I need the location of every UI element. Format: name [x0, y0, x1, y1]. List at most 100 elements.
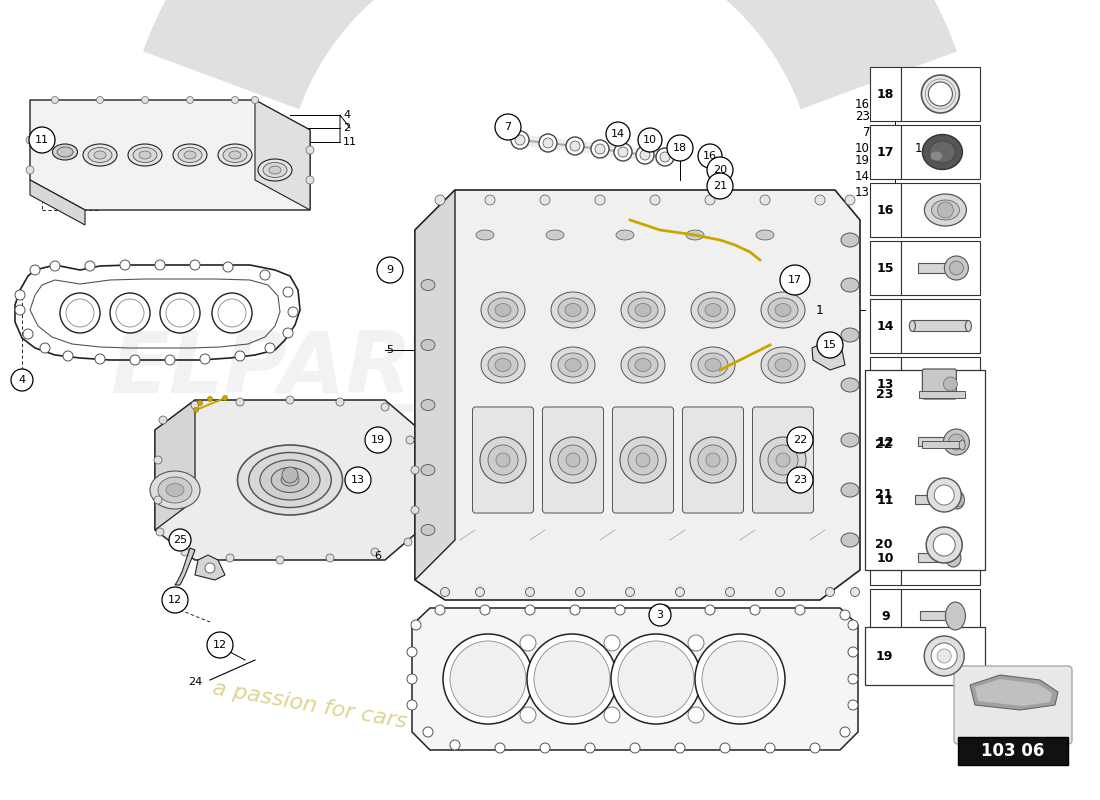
Ellipse shape: [481, 347, 525, 383]
Circle shape: [656, 148, 674, 166]
Text: 17: 17: [877, 146, 894, 158]
Circle shape: [595, 195, 605, 205]
Ellipse shape: [551, 347, 595, 383]
Ellipse shape: [184, 151, 196, 159]
Circle shape: [488, 445, 518, 475]
Text: 18: 18: [673, 143, 688, 153]
Ellipse shape: [959, 440, 965, 450]
Circle shape: [485, 195, 495, 205]
Ellipse shape: [691, 292, 735, 328]
Ellipse shape: [756, 230, 774, 240]
Circle shape: [434, 195, 446, 205]
Circle shape: [848, 647, 858, 657]
Bar: [921, 611, 953, 620]
Circle shape: [626, 587, 635, 597]
Text: 20: 20: [713, 165, 727, 175]
Circle shape: [539, 134, 557, 152]
Circle shape: [720, 743, 730, 753]
Circle shape: [840, 610, 850, 620]
Circle shape: [450, 740, 460, 750]
Ellipse shape: [558, 298, 589, 322]
Ellipse shape: [691, 347, 735, 383]
Polygon shape: [30, 180, 85, 225]
Circle shape: [815, 195, 825, 205]
Text: 16: 16: [703, 151, 717, 161]
Circle shape: [85, 261, 95, 271]
Circle shape: [575, 587, 584, 597]
Circle shape: [810, 743, 820, 753]
Circle shape: [377, 257, 403, 283]
Ellipse shape: [761, 292, 805, 328]
Ellipse shape: [616, 230, 634, 240]
Bar: [870, 183, 901, 237]
Circle shape: [156, 528, 164, 536]
Circle shape: [934, 485, 954, 505]
FancyBboxPatch shape: [473, 407, 534, 513]
Circle shape: [636, 453, 650, 467]
Circle shape: [222, 395, 228, 401]
Bar: [901, 67, 980, 121]
Ellipse shape: [551, 292, 595, 328]
Ellipse shape: [495, 303, 512, 317]
Circle shape: [604, 635, 620, 651]
Circle shape: [620, 437, 666, 483]
Circle shape: [411, 506, 419, 514]
Ellipse shape: [150, 471, 200, 509]
Polygon shape: [415, 190, 860, 600]
Polygon shape: [412, 608, 858, 750]
Bar: [901, 125, 980, 179]
Circle shape: [534, 641, 611, 717]
Circle shape: [566, 137, 584, 155]
Circle shape: [702, 641, 778, 717]
Circle shape: [650, 195, 660, 205]
Ellipse shape: [229, 151, 241, 159]
Text: 24: 24: [188, 677, 202, 687]
Polygon shape: [255, 100, 310, 210]
Circle shape: [937, 649, 952, 663]
Circle shape: [169, 529, 191, 551]
Circle shape: [381, 403, 389, 411]
Polygon shape: [812, 342, 845, 370]
Bar: [870, 125, 901, 179]
Ellipse shape: [260, 460, 320, 500]
Bar: [901, 183, 980, 237]
Circle shape: [706, 453, 721, 467]
Ellipse shape: [280, 474, 299, 486]
Circle shape: [675, 743, 685, 753]
Ellipse shape: [705, 303, 720, 317]
Bar: [870, 67, 901, 121]
Text: 20: 20: [876, 538, 893, 551]
Text: 13: 13: [855, 186, 870, 199]
Ellipse shape: [82, 144, 117, 166]
Circle shape: [306, 146, 313, 154]
Ellipse shape: [272, 467, 309, 493]
Circle shape: [231, 97, 239, 103]
Circle shape: [424, 727, 433, 737]
Ellipse shape: [910, 321, 915, 331]
Circle shape: [515, 135, 525, 145]
Text: 14: 14: [877, 319, 894, 333]
Ellipse shape: [166, 483, 184, 497]
Bar: [918, 553, 954, 562]
Circle shape: [26, 136, 34, 144]
Circle shape: [265, 343, 275, 353]
Ellipse shape: [133, 147, 157, 162]
Circle shape: [764, 743, 776, 753]
Text: ELPARTS: ELPARTS: [111, 329, 529, 411]
Text: 1: 1: [915, 142, 923, 155]
Circle shape: [604, 707, 620, 723]
Circle shape: [191, 401, 199, 409]
Circle shape: [817, 332, 843, 358]
Circle shape: [50, 261, 60, 271]
Text: 7: 7: [505, 122, 512, 132]
Circle shape: [585, 743, 595, 753]
Circle shape: [707, 157, 733, 183]
Ellipse shape: [776, 303, 791, 317]
Text: 14: 14: [610, 129, 625, 139]
Text: 2: 2: [343, 123, 350, 133]
Ellipse shape: [768, 353, 798, 377]
Text: 21: 21: [713, 181, 727, 191]
Bar: [870, 415, 901, 469]
Bar: [922, 441, 962, 448]
Ellipse shape: [476, 230, 494, 240]
